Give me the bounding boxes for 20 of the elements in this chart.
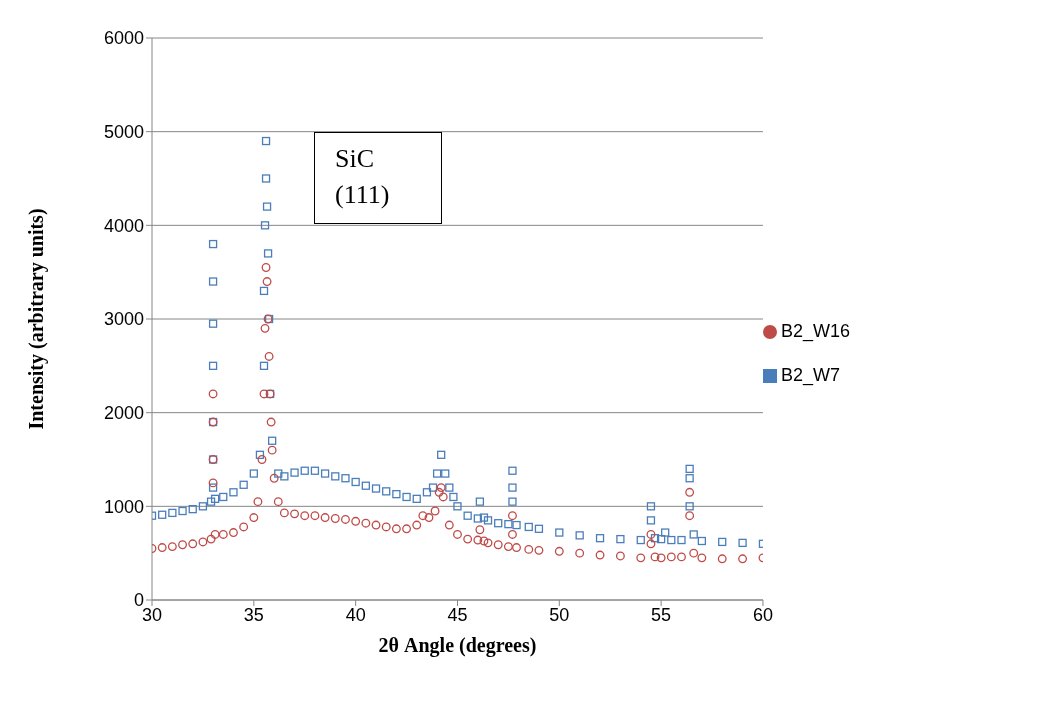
y-tick-label: 0	[133, 590, 144, 611]
legend-label: B2_W7	[780, 365, 840, 385]
y-tick-label: 2000	[103, 403, 144, 424]
y-tick-label: 1000	[103, 496, 144, 517]
x-tick-label: 60	[752, 604, 773, 625]
y-tick-label: 4000	[103, 215, 144, 236]
x-tick-label: 45	[447, 604, 468, 625]
x-axis-title: 2θ Angle (degrees)	[378, 634, 537, 658]
x-tick-label: 50	[549, 604, 570, 625]
y-tick-label: 6000	[103, 28, 144, 49]
x-tick-label: 40	[345, 604, 366, 625]
legend-label: B2_W16	[780, 321, 850, 341]
y-axis-title: Intensity (arbitrary units)	[25, 208, 49, 430]
x-tick-label: 30	[141, 604, 163, 625]
label-box: SiC (111)	[314, 132, 442, 224]
y-tick-label: 3000	[103, 309, 144, 330]
x-tick-label: 55	[651, 604, 672, 625]
x-tick-label: 35	[243, 604, 264, 625]
y-tick-label: 5000	[103, 122, 144, 143]
annotation: SiC (111)	[335, 143, 391, 211]
